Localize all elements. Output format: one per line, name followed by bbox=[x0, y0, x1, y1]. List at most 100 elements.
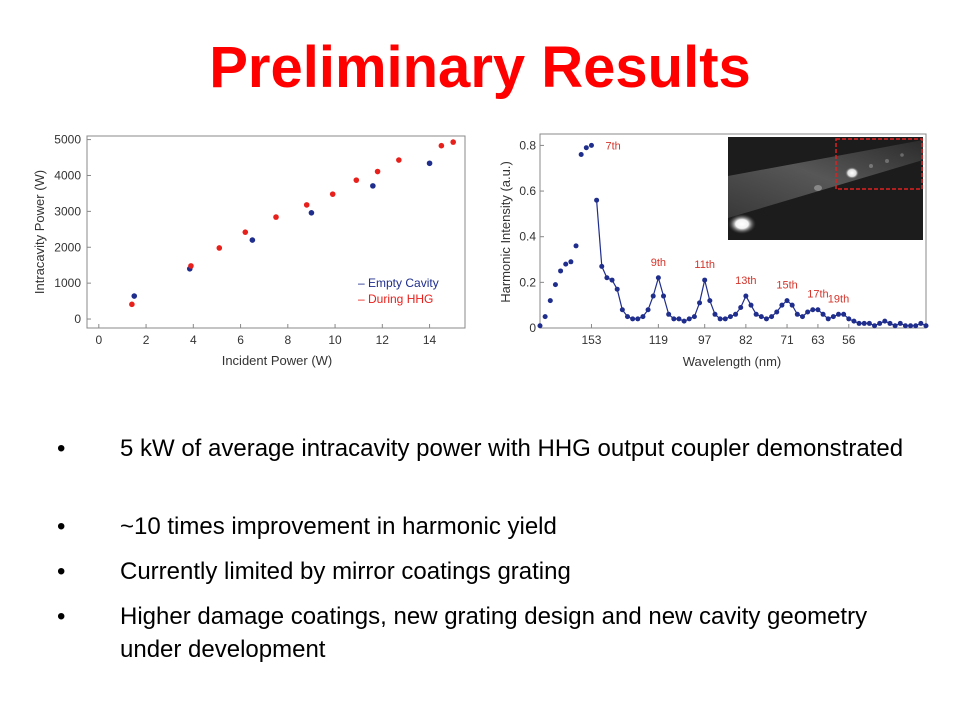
empty-cavity-point bbox=[131, 293, 138, 299]
spectrum-point bbox=[774, 309, 780, 315]
bullet-list: • 5 kW of average intracavity power with … bbox=[45, 432, 925, 678]
spectrum-point bbox=[727, 314, 733, 320]
empty-cavity-point bbox=[308, 210, 315, 216]
bullet-item: • Higher damage coatings, new grating des… bbox=[45, 600, 925, 666]
spectrum-point bbox=[733, 311, 739, 317]
spectrum-point bbox=[717, 316, 723, 322]
spectrum-point bbox=[702, 277, 708, 283]
spectrum-point bbox=[568, 259, 574, 265]
spectrum-point bbox=[892, 323, 898, 329]
spectrum-point bbox=[923, 323, 929, 329]
chart2-xlabel: Wavelength (nm) bbox=[683, 354, 782, 369]
bullet-item: • 5 kW of average intracavity power with … bbox=[45, 432, 925, 498]
during-hhg-point bbox=[242, 229, 249, 235]
spectrum-point bbox=[542, 314, 548, 320]
spectrum-point bbox=[578, 152, 584, 158]
y-tick-label: 0 bbox=[74, 312, 81, 326]
spectrum-point bbox=[856, 320, 862, 326]
spectrum-point bbox=[897, 320, 903, 326]
spectrum-point bbox=[686, 316, 692, 322]
x-tick-label: 12 bbox=[376, 333, 390, 347]
harmonic-label: 7th bbox=[605, 140, 620, 152]
spectrum-point bbox=[825, 316, 831, 322]
y-tick-label: 4000 bbox=[54, 168, 81, 182]
spectrum-point bbox=[594, 197, 600, 203]
x-tick-label: 4 bbox=[190, 333, 197, 347]
spectrum-point bbox=[707, 298, 713, 304]
spectrum-point bbox=[769, 314, 775, 320]
spectrum-point bbox=[712, 311, 718, 317]
spectrum-point bbox=[830, 314, 836, 320]
inset-highlight-box bbox=[835, 138, 923, 190]
spectrum-point bbox=[902, 323, 908, 329]
spectrum-point bbox=[722, 316, 728, 322]
spectrum-point bbox=[738, 304, 744, 310]
y-tick-label: 1000 bbox=[54, 276, 81, 290]
spectrum-point bbox=[784, 298, 790, 304]
spectrum-point bbox=[908, 323, 914, 329]
spectrum-point bbox=[563, 261, 569, 267]
inset-camera-image bbox=[728, 137, 923, 240]
slide-title: Preliminary Results bbox=[209, 35, 751, 100]
during-hhg-point bbox=[129, 301, 135, 308]
during-hhg-point bbox=[450, 139, 456, 145]
x-tick-label: 153 bbox=[581, 333, 601, 347]
spectrum-point bbox=[619, 307, 625, 313]
spectrum-point bbox=[588, 142, 594, 148]
spectrum-point bbox=[650, 293, 656, 299]
spectrum-point bbox=[655, 275, 661, 281]
x-tick-label: 2 bbox=[143, 333, 150, 347]
bullet-text: ~10 times improvement in harmonic yield bbox=[120, 513, 557, 540]
bullet-text: Currently limited by mirror coatings gra… bbox=[120, 558, 571, 585]
x-tick-label: 56 bbox=[842, 333, 856, 347]
spectrum-point bbox=[697, 300, 703, 306]
spectrum-point bbox=[671, 316, 677, 322]
spectrum-point bbox=[691, 314, 697, 320]
spectrum-point bbox=[810, 307, 816, 313]
x-tick-label: 0 bbox=[95, 333, 102, 347]
x-tick-label: 82 bbox=[739, 333, 753, 347]
spectrum-point bbox=[918, 320, 924, 326]
spectrum-point bbox=[645, 307, 651, 313]
x-tick-label: 14 bbox=[423, 333, 437, 347]
empty-cavity-point bbox=[370, 183, 376, 189]
y-tick-label: 0 bbox=[529, 321, 536, 335]
spectrum-point bbox=[846, 316, 852, 322]
harmonic-label: 13th bbox=[735, 275, 756, 287]
spectrum-point bbox=[758, 314, 764, 320]
spectrum-point bbox=[794, 311, 800, 317]
spectrum-point bbox=[815, 307, 821, 313]
harmonic-label: 9th bbox=[651, 257, 666, 269]
during-hhg-point bbox=[353, 177, 360, 183]
spectrum-point bbox=[552, 282, 558, 288]
during-hhg-point bbox=[273, 214, 279, 220]
legend-empty-cavity: – Empty Cavity bbox=[358, 276, 439, 290]
x-tick-label: 97 bbox=[698, 333, 712, 347]
spectrum-point bbox=[851, 318, 857, 324]
empty-cavity-point bbox=[186, 265, 193, 272]
bullet-item: • Currently limited by mirror coatings gr… bbox=[45, 555, 925, 588]
bullet-dot: • bbox=[57, 435, 66, 462]
spectrum-point bbox=[614, 286, 620, 292]
spectrum-point bbox=[877, 320, 883, 326]
x-tick-label: 6 bbox=[237, 333, 244, 347]
y-tick-label: 0.6 bbox=[519, 184, 536, 198]
spectrum-point bbox=[836, 311, 842, 317]
spectrum-point bbox=[558, 268, 564, 274]
spectrum-point bbox=[799, 314, 805, 320]
spectrum-point bbox=[763, 316, 769, 322]
x-tick-label: 10 bbox=[328, 333, 342, 347]
spectrum-point bbox=[547, 298, 553, 304]
y-tick-label: 2000 bbox=[54, 240, 81, 254]
spectrum-point bbox=[913, 323, 919, 329]
bullet-dot: • bbox=[57, 558, 66, 585]
spectrum-point bbox=[789, 302, 795, 308]
bullet-dot: • bbox=[57, 603, 66, 630]
spectrum-point bbox=[630, 316, 636, 322]
bullet-item: • ~10 times improvement in harmonic yield bbox=[45, 510, 925, 543]
spectrum-point bbox=[882, 318, 888, 324]
harmonic-label: 19th bbox=[828, 293, 849, 305]
bullet-text: Higher damage coatings, new grating desi… bbox=[120, 603, 868, 663]
spectrum-point bbox=[861, 320, 867, 326]
spectrum-point bbox=[609, 277, 615, 283]
